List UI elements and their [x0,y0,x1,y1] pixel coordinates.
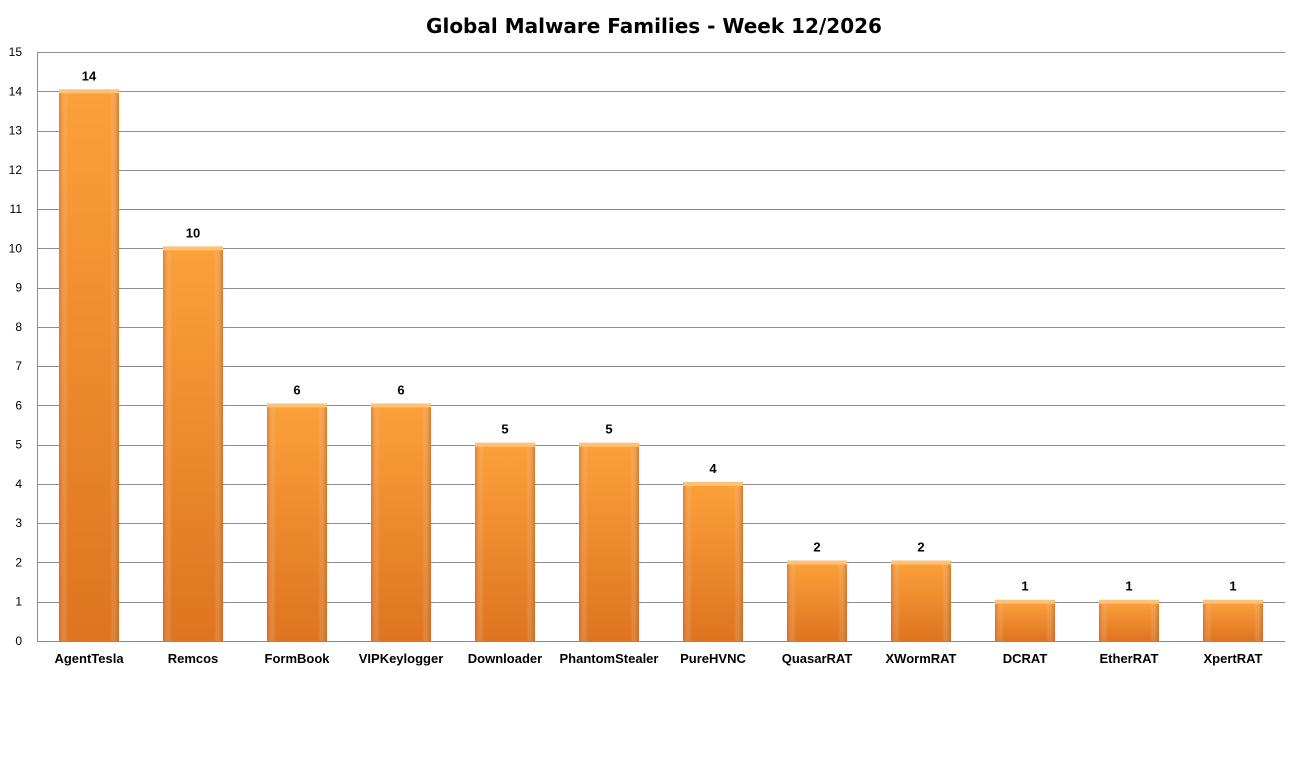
y-tick-label: 2 [15,555,22,569]
bar [891,560,951,641]
x-category-label: Remcos [168,651,219,666]
bar [1099,599,1159,641]
bar [995,599,1055,641]
x-category-label: PhantomStealer [560,651,659,666]
bar-top [1099,599,1159,604]
bar-top [1203,599,1263,604]
bar-top [891,560,951,565]
y-tick-label: 14 [9,84,23,98]
bar [163,246,223,642]
data-label: 4 [709,461,717,476]
bar [371,403,431,641]
y-tick-label: 11 [10,202,23,216]
y-tick-label: 6 [15,398,22,412]
bar-shading [163,248,223,642]
bar-top [579,442,639,447]
bar [579,442,639,641]
bar-shading [683,483,743,641]
data-label: 2 [813,539,820,554]
bars [59,89,1263,642]
bar-shading [787,562,847,641]
x-category-label: FormBook [265,651,331,666]
data-label: 5 [605,422,612,437]
x-category-label: Downloader [468,651,542,666]
data-label: 2 [917,539,924,554]
data-label: 6 [293,382,300,397]
bar-top [787,560,847,565]
x-category-label: EtherRAT [1100,651,1159,666]
data-label: 1 [1229,579,1236,594]
bar-shading [1099,601,1159,641]
data-label: 14 [82,68,97,83]
y-tick-label: 1 [15,595,22,609]
bar [683,481,743,641]
data-label: 10 [186,225,200,240]
y-tick-label: 15 [9,45,23,59]
x-axis-categories: AgentTesla Remcos FormBook VIPKeylogger Down… [54,651,1262,666]
bar [267,403,327,641]
bar-shading [475,444,535,641]
bar-top [59,89,119,94]
bar-top [995,599,1055,604]
data-label: 1 [1021,579,1028,594]
bar [787,560,847,641]
bar-shading [891,562,951,641]
y-tick-label: 7 [15,359,22,373]
chart-title: Global Malware Families - Week 12/2026 [426,14,882,38]
bar-shading [579,444,639,641]
y-tick-label: 8 [15,320,22,334]
bar-shading [1203,601,1263,641]
bar [1203,599,1263,641]
data-label: 6 [397,382,404,397]
data-label: 1 [1125,579,1132,594]
bar-top [475,442,535,447]
x-category-label: VIPKeylogger [359,651,444,666]
bar-shading [59,91,119,642]
x-category-label: PureHVNC [680,651,746,666]
y-tick-label: 12 [9,163,23,177]
data-label: 5 [501,422,508,437]
data-labels: 14 10 6 6 5 5 4 2 2 1 1 1 [82,68,1237,593]
bar [59,89,119,642]
bar [475,442,535,641]
bar-top [683,481,743,486]
x-category-label: DCRAT [1003,651,1048,666]
y-tick-label: 9 [15,281,22,295]
x-category-label: XpertRAT [1204,651,1263,666]
bar-top [267,403,327,408]
y-tick-label: 13 [9,124,23,138]
bar-shading [995,601,1055,641]
bar-shading [371,405,431,641]
y-tick-label: 4 [15,477,22,491]
bar-top [163,246,223,251]
x-category-label: AgentTesla [54,651,124,666]
y-tick-label: 10 [9,241,23,255]
gridlines [37,52,1285,642]
bar-shading [267,405,327,641]
x-category-label: XWormRAT [885,651,956,666]
y-tick-label: 0 [15,634,22,648]
bar-top [371,403,431,408]
y-tick-label: 3 [15,516,22,530]
y-tick-label: 5 [15,438,22,452]
x-category-label: QuasarRAT [782,651,853,666]
